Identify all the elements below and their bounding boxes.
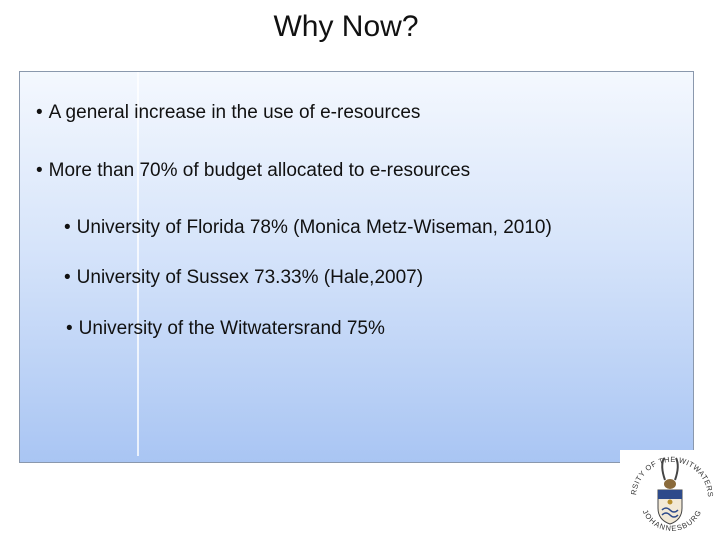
content-box — [19, 71, 694, 463]
sub-bullet-item: • University of Florida 78% (Monica Metz-… — [64, 217, 552, 239]
sub-bullet-item: • University of the Witwatersrand 75% — [66, 318, 385, 340]
university-crest-icon: UNIVERSITY OF THE WITWATERSRAND JOHANNES… — [617, 443, 715, 533]
bullet-item: • A general increase in the use of e-reso… — [36, 102, 420, 124]
sub-bullet-item: • University of Sussex 73.33% (Hale,2007) — [64, 267, 423, 289]
divider-line — [137, 72, 139, 456]
university-logo: UNIVERSITY OF THE WITWATERSRAND JOHANNES… — [617, 443, 720, 540]
bullet-text: University of the Witwatersrand 75% — [78, 318, 385, 339]
bullet-dot: • — [66, 318, 73, 339]
bullet-dot: • — [36, 102, 43, 123]
bullet-text: University of Florida 78% (Monica Metz-W… — [76, 217, 552, 238]
bullet-text: University of Sussex 73.33% (Hale,2007) — [76, 267, 424, 288]
bullet-dot: • — [64, 267, 71, 288]
bullet-text: A general increase in the use of e-resou… — [48, 102, 421, 123]
bullet-dot: • — [36, 160, 43, 181]
bullet-text: More than 70% of budget allocated to e-r… — [48, 160, 471, 181]
bullet-dot: • — [64, 217, 71, 238]
bullet-item: • More than 70% of budget allocated to e-… — [36, 160, 470, 182]
slide-title: Why Now? — [273, 10, 419, 43]
